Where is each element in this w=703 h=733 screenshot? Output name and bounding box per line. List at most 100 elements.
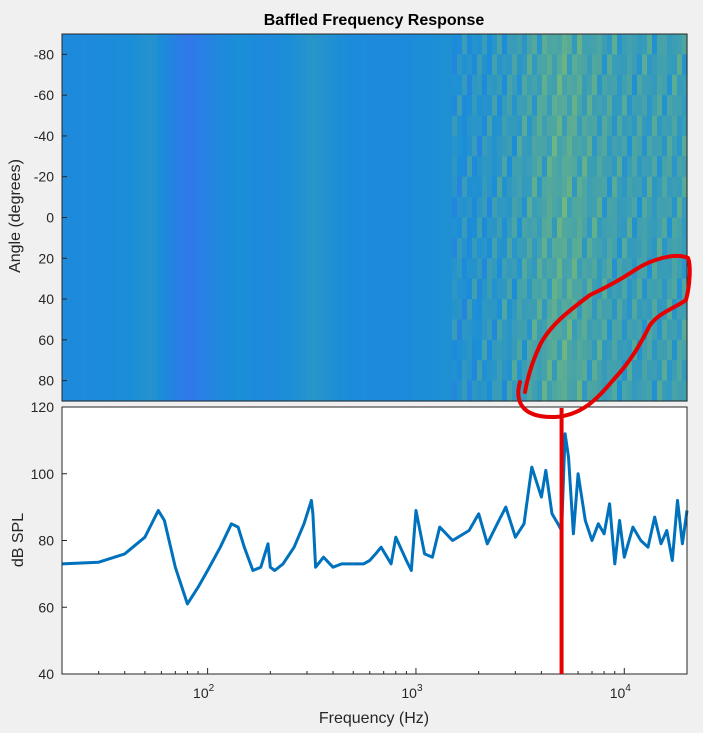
- heatmap-cell: [607, 135, 613, 157]
- heatmap-cell: [537, 217, 543, 239]
- heatmap-cell: [592, 95, 598, 117]
- heatmap-cell: [477, 380, 483, 402]
- heatmap-cell: [617, 34, 623, 55]
- heatmap-cell: [497, 95, 503, 117]
- heatmap-cell: [647, 34, 653, 55]
- heatmap-cell: [472, 299, 478, 321]
- heatmap-cell: [627, 156, 633, 178]
- heatmap-cell: [562, 54, 568, 76]
- heatmap-cell: [682, 176, 688, 198]
- heatmap-cell: [462, 95, 468, 117]
- plot-background: [62, 407, 687, 674]
- heatmap-cell: [637, 54, 643, 76]
- heatmap-cell: [622, 258, 628, 280]
- heatmap-cell: [677, 34, 683, 55]
- heatmap-cell: [332, 34, 338, 402]
- heatmap-cell: [637, 380, 643, 402]
- heatmap-cell: [492, 360, 498, 382]
- heatmap-title: Baffled Frequency Response: [264, 12, 485, 29]
- heatmap-cell: [467, 95, 473, 117]
- heatmap-cell: [462, 115, 468, 137]
- heatmap-cell: [507, 258, 513, 280]
- heatmap-cell: [137, 34, 143, 402]
- heatmap-cell: [467, 319, 473, 341]
- heatmap-cell: [562, 95, 568, 117]
- heatmap-cell: [517, 278, 523, 300]
- heatmap-cell: [522, 135, 528, 157]
- heatmap-cell: [582, 74, 588, 96]
- heatmap-y-tick-label: -80: [34, 46, 54, 62]
- heatmap-cell: [682, 135, 688, 157]
- heatmap-cell: [542, 135, 548, 157]
- heatmap-cell: [672, 319, 678, 341]
- heatmap-cell: [567, 319, 573, 341]
- heatmap-cell: [472, 319, 478, 341]
- heatmap-cell: [657, 278, 663, 300]
- heatmap-cell: [562, 217, 568, 239]
- heatmap-cell: [452, 115, 458, 137]
- heatmap-cell: [522, 278, 528, 300]
- heatmap-panel: [61, 33, 688, 402]
- heatmap-cell: [552, 339, 558, 361]
- heatmap-cell: [242, 34, 248, 402]
- heatmap-cell: [502, 319, 508, 341]
- heatmap-cell: [372, 34, 378, 402]
- heatmap-cell: [512, 74, 518, 96]
- heatmap-cell: [517, 115, 523, 137]
- heatmap-cell: [582, 34, 588, 55]
- heatmap-cell: [512, 237, 518, 259]
- heatmap-cell: [637, 74, 643, 96]
- heatmap-cell: [592, 54, 598, 76]
- heatmap-cell: [327, 34, 333, 402]
- heatmap-cell: [527, 135, 533, 157]
- heatmap-cell: [517, 217, 523, 239]
- heatmap-cell: [572, 360, 578, 382]
- heatmap-cell: [142, 34, 148, 402]
- heatmap-cell: [517, 74, 523, 96]
- heatmap-cell: [252, 34, 258, 402]
- heatmap-cell: [532, 176, 538, 198]
- heatmap-cell: [507, 319, 513, 341]
- heatmap-cell: [637, 115, 643, 137]
- heatmap-cell: [632, 176, 638, 198]
- heatmap-cell: [592, 299, 598, 321]
- heatmap-cell: [117, 34, 123, 402]
- heatmap-cell: [617, 258, 623, 280]
- heatmap-cell: [527, 339, 533, 361]
- heatmap-y-tick-label: 20: [38, 250, 54, 266]
- heatmap-cell: [657, 197, 663, 219]
- heatmap-cell: [647, 339, 653, 361]
- heatmap-cell: [617, 135, 623, 157]
- heatmap-cell: [512, 176, 518, 198]
- heatmap-cell: [667, 319, 673, 341]
- heatmap-cell: [557, 339, 563, 361]
- heatmap-cell: [557, 74, 563, 96]
- heatmap-cell: [632, 319, 638, 341]
- heatmap-cell: [637, 95, 643, 117]
- heatmap-cell: [672, 299, 678, 321]
- heatmap-cell: [657, 74, 663, 96]
- heatmap-cell: [377, 34, 383, 402]
- heatmap-cell: [547, 258, 553, 280]
- heatmap-cell: [492, 156, 498, 178]
- heatmap-cell: [662, 95, 668, 117]
- heatmap-cell: [487, 115, 493, 137]
- heatmap-cell: [552, 74, 558, 96]
- heatmap-cell: [527, 54, 533, 76]
- heatmap-cell: [512, 360, 518, 382]
- heatmap-cell: [642, 258, 648, 280]
- heatmap-cell: [662, 237, 668, 259]
- heatmap-cell: [672, 176, 678, 198]
- heatmap-y-tick-label: 60: [38, 332, 54, 348]
- heatmap-cell: [682, 115, 688, 137]
- heatmap-cell: [657, 156, 663, 178]
- heatmap-cell: [467, 237, 473, 259]
- heatmap-cell: [622, 299, 628, 321]
- heatmap-cell: [497, 197, 503, 219]
- heatmap-cell: [477, 217, 483, 239]
- heatmap-cell: [637, 360, 643, 382]
- heatmap-cell: [277, 34, 283, 402]
- heatmap-cell: [667, 135, 673, 157]
- heatmap-cell: [457, 115, 463, 137]
- heatmap-cell: [557, 278, 563, 300]
